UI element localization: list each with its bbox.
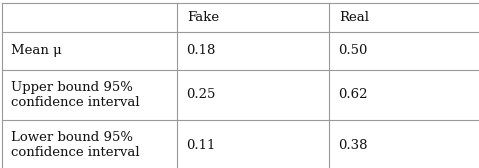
Text: 0.50: 0.50: [338, 44, 367, 57]
Text: 0.18: 0.18: [186, 44, 215, 57]
Text: Mean μ: Mean μ: [11, 44, 62, 57]
Text: Fake: Fake: [187, 11, 219, 24]
Text: Upper bound 95%
confidence interval: Upper bound 95% confidence interval: [11, 81, 140, 109]
Text: 0.11: 0.11: [186, 139, 215, 152]
Text: 0.62: 0.62: [338, 88, 367, 101]
Text: 0.25: 0.25: [186, 88, 215, 101]
Text: 0.38: 0.38: [338, 139, 367, 152]
Text: Real: Real: [339, 11, 369, 24]
Text: Lower bound 95%
confidence interval: Lower bound 95% confidence interval: [11, 131, 140, 159]
